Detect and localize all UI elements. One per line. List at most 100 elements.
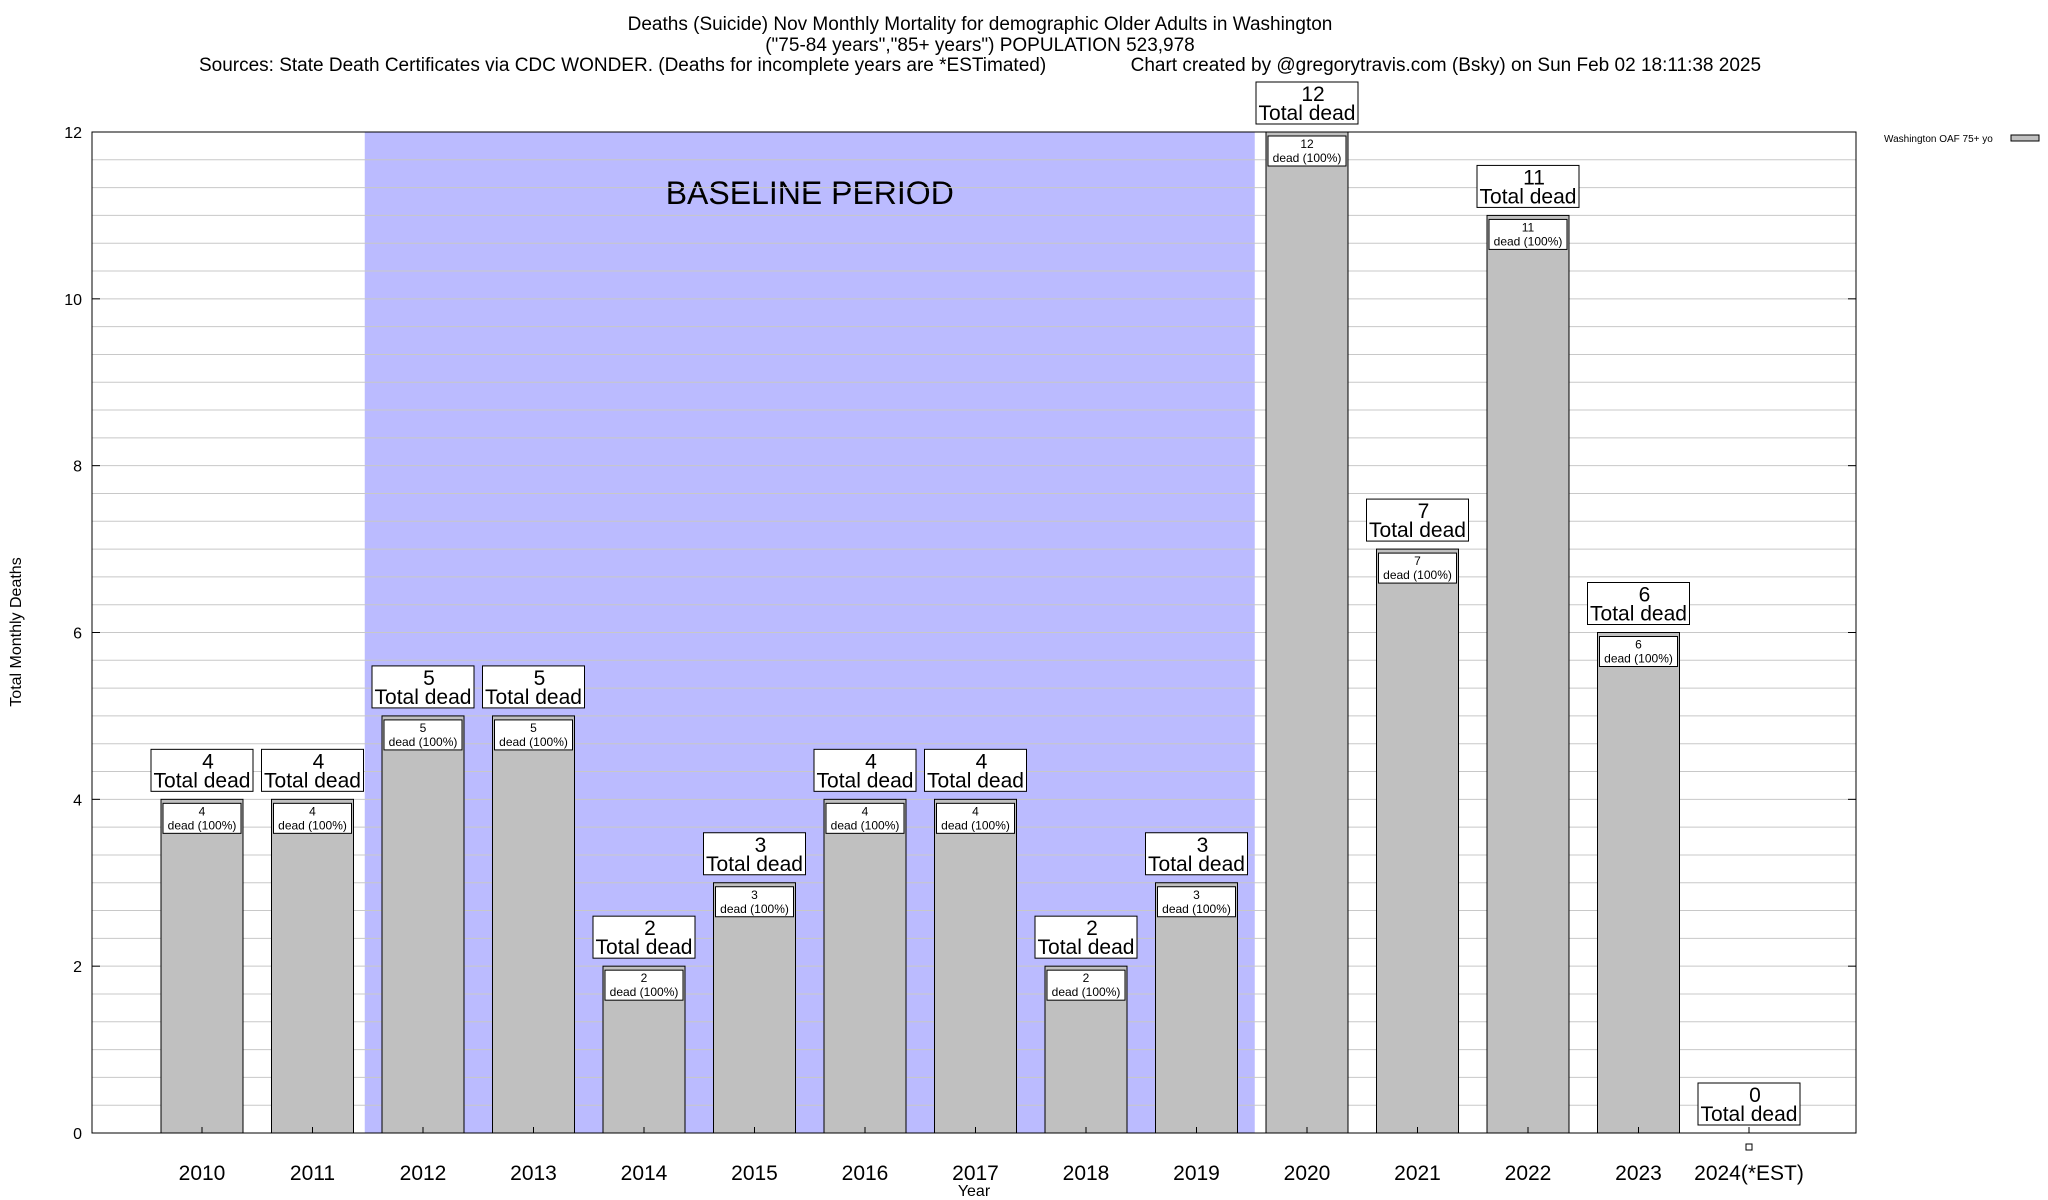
inner-label-box: [1378, 552, 1457, 584]
inner-value-label: 5: [530, 721, 537, 735]
bar-2013: [492, 715, 575, 1134]
x-tick-label: 2019: [1173, 1162, 1220, 1185]
total-label-box: [813, 748, 917, 792]
inner-percent-label: dead (100%): [499, 735, 568, 749]
inner-percent-label: dead (100%): [389, 735, 458, 749]
bar-2022: [1486, 214, 1570, 1134]
x-tick-label: 2013: [510, 1162, 557, 1185]
total-value-label: 4: [865, 750, 877, 773]
bar-2023: [1597, 632, 1680, 1134]
legend: Washington OAF 75+ yo: [1884, 134, 2040, 145]
total-value-label: 3: [1197, 834, 1209, 857]
total-dead-label: Total dead: [375, 686, 472, 709]
inner-value-label: 5: [420, 721, 427, 735]
inner-label-box: [1488, 218, 1568, 250]
total-label-box: [371, 665, 475, 709]
y-tick-label: 6: [73, 626, 82, 643]
legend-entry-label: Washington OAF 75+ yo: [1884, 134, 1993, 145]
total-label-box: [261, 748, 364, 792]
total-value-label: 4: [202, 750, 214, 773]
total-dead-label: Total dead: [1148, 853, 1245, 876]
total-value-label: 5: [423, 667, 435, 690]
total-dead-label: Total dead: [817, 769, 914, 792]
inner-label-box: [1157, 886, 1236, 918]
total-label-box: [1366, 498, 1469, 542]
inner-value-label: 12: [1300, 137, 1314, 151]
inner-label-box: [936, 802, 1015, 834]
inner-percent-label: dead (100%): [941, 818, 1010, 832]
total-label-box: [1145, 832, 1248, 876]
total-label-box: [924, 748, 1027, 792]
inner-value-label: 7: [1414, 554, 1421, 568]
total-label-box: [1697, 1082, 1801, 1126]
total-value-label: 0: [1749, 1084, 1761, 1107]
y-axis-label: Total Monthly Deaths: [8, 557, 25, 706]
bar-2015: [713, 882, 796, 1134]
inner-percent-label: dead (100%): [610, 985, 679, 999]
bar-2016: [823, 798, 907, 1134]
total-dead-label: Total dead: [706, 853, 803, 876]
chart-source-credit: Sources: State Death Certificates via CD…: [198, 55, 1762, 76]
total-label-box: [1476, 164, 1580, 208]
total-dead-label: Total dead: [1038, 936, 1135, 959]
bar-2024(*EST): [1745, 1143, 1753, 1151]
inner-percent-label: dead (100%): [1273, 151, 1342, 165]
total-value-label: 4: [313, 750, 325, 773]
total-label-box: [592, 915, 696, 959]
total-value-label: 4: [976, 750, 988, 773]
total-label-box: [703, 832, 806, 876]
bar-2017: [934, 798, 1017, 1134]
baseline-period-label: BASELINE PERIOD: [666, 175, 954, 211]
bar-2012: [381, 715, 465, 1134]
x-tick-label: 2014: [621, 1162, 668, 1185]
y-tick-label: 0: [73, 1126, 82, 1143]
total-value-label: 5: [534, 667, 546, 690]
total-dead-label: Total dead: [264, 769, 361, 792]
total-value-label: 2: [644, 917, 656, 940]
inner-value-label: 4: [972, 804, 979, 818]
inner-percent-label: dead (100%): [831, 818, 900, 832]
total-dead-label: Total dead: [1259, 102, 1356, 125]
x-tick-label: 2011: [290, 1162, 335, 1185]
y-tick-label: 4: [73, 792, 82, 809]
x-tick-label: 2016: [842, 1162, 889, 1185]
y-tick-label: 2: [73, 959, 82, 976]
legend-swatch: [2010, 134, 2040, 142]
x-tick-label: 2023: [1615, 1162, 1662, 1185]
total-dead-label: Total dead: [596, 936, 693, 959]
inner-value-label: 11: [1522, 220, 1535, 234]
x-tick-label: 2010: [179, 1162, 226, 1185]
y-tick-label: 10: [64, 292, 82, 309]
bar-2020: [1265, 131, 1349, 1134]
x-axis-label: Year: [958, 1183, 991, 1200]
total-value-label: 11: [1523, 166, 1545, 189]
x-tick-label: 2017: [952, 1162, 999, 1185]
inner-value-label: 6: [1635, 638, 1642, 652]
inner-percent-label: dead (100%): [1052, 985, 1121, 999]
chart-subtitle: ("75-84 years","85+ years") POPULATION 5…: [765, 35, 1195, 56]
inner-label-box: [825, 802, 905, 834]
inner-percent-label: dead (100%): [1162, 902, 1231, 916]
total-dead-label: Total dead: [927, 769, 1024, 792]
total-label-box: [482, 665, 585, 709]
total-label-box: [1587, 582, 1690, 625]
bar-2011: [271, 798, 354, 1134]
total-label-box: [1034, 915, 1138, 959]
inner-label-box: [715, 886, 794, 918]
inner-percent-label: dead (100%): [278, 818, 347, 832]
inner-value-label: 4: [309, 804, 316, 818]
inner-percent-label: dead (100%): [1383, 568, 1452, 582]
x-tick-label: 2021: [1394, 1162, 1441, 1185]
x-tick-label: 2018: [1063, 1162, 1110, 1185]
inner-label-box: [162, 802, 242, 834]
chart-title: Deaths (Suicide) Nov Monthly Mortality f…: [627, 14, 1333, 35]
total-dead-label: Total dead: [154, 769, 251, 792]
inner-label-box: [604, 969, 684, 1001]
total-value-label: 6: [1639, 584, 1651, 607]
x-tick-label: 2022: [1505, 1162, 1552, 1185]
inner-value-label: 2: [641, 971, 648, 985]
x-tick-label: 2015: [731, 1162, 778, 1185]
